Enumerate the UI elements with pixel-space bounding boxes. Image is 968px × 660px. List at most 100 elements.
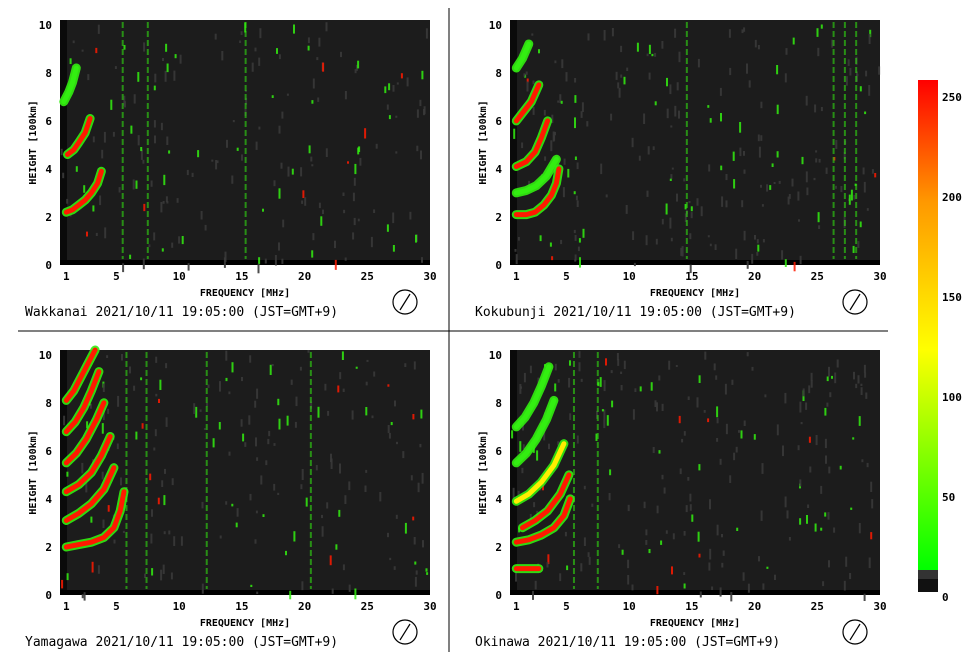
noise-mark (610, 370, 613, 374)
noise-mark (240, 419, 243, 427)
noise-mark (725, 423, 728, 435)
noise-mark (782, 445, 784, 457)
noise-mark (574, 235, 577, 241)
x-tick-label: 30 (423, 270, 436, 283)
noise-mark (344, 495, 347, 504)
noise-mark (102, 383, 105, 392)
echo-trace (513, 364, 552, 430)
noise-mark (300, 167, 303, 177)
plot-bottom-band (510, 590, 880, 595)
noise-mark (181, 236, 184, 245)
noise-mark (278, 125, 281, 134)
y-tick-label: 0 (495, 589, 502, 602)
noise-mark (137, 72, 140, 82)
noise-mark (150, 533, 153, 544)
noise-mark (627, 559, 630, 569)
noise-mark (678, 415, 681, 424)
noise-mark (554, 363, 557, 371)
noise-mark (791, 178, 794, 187)
noise-mark (625, 205, 628, 214)
noise-mark (299, 366, 302, 371)
noise-mark (300, 484, 303, 490)
noise-mark (689, 493, 692, 502)
y-tick-label: 4 (495, 163, 502, 176)
noise-mark (760, 510, 763, 521)
noise-mark (721, 196, 724, 207)
noise-mark (171, 242, 174, 248)
echo-trace (63, 434, 113, 495)
noise-mark (739, 122, 742, 133)
noise-mark (583, 537, 586, 546)
noise-mark (788, 537, 791, 541)
y-tick-label: 2 (45, 211, 52, 224)
noise-mark (224, 251, 227, 262)
noise-mark (386, 224, 389, 232)
noise-mark (153, 120, 156, 128)
noise-mark (301, 200, 304, 204)
noise-mark (815, 158, 818, 163)
noise-mark (330, 453, 332, 463)
noise-mark (533, 502, 536, 508)
noise-mark (599, 377, 602, 387)
noise-mark (305, 497, 308, 507)
noise-mark (747, 583, 750, 593)
noise-mark (778, 180, 781, 184)
noise-mark (611, 400, 614, 408)
noise-mark (853, 194, 856, 200)
noise-mark (559, 94, 562, 103)
noise-mark (645, 235, 648, 246)
noise-mark (809, 466, 812, 473)
noise-mark (554, 60, 557, 64)
noise-mark (375, 143, 378, 149)
noise-mark (426, 572, 429, 575)
noise-mark (680, 247, 683, 256)
echo-trace (513, 397, 557, 466)
noise-mark (865, 392, 868, 399)
noise-mark (122, 530, 125, 533)
noise-mark (820, 527, 823, 531)
noise-mark (171, 478, 174, 486)
noise-mark (164, 70, 167, 82)
noise-mark (162, 564, 165, 574)
noise-mark (63, 415, 66, 426)
x-axis-label: FREQUENCY [MHz] (650, 288, 740, 299)
noise-mark (799, 479, 802, 487)
noise-mark (219, 381, 221, 392)
noise-mark (670, 125, 673, 128)
noise-mark (271, 364, 274, 367)
noise-mark (259, 28, 262, 39)
noise-mark (554, 383, 557, 392)
noise-mark (870, 481, 873, 492)
noise-mark (816, 28, 819, 37)
noise-speckle (60, 22, 428, 274)
noise-mark (716, 524, 719, 536)
noise-mark (714, 244, 717, 250)
noise-mark (531, 33, 534, 36)
noise-mark (277, 398, 280, 406)
noise-mark (95, 47, 98, 54)
noise-mark (155, 356, 158, 363)
noise-mark (603, 409, 606, 420)
noise-mark (576, 200, 579, 207)
noise-mark (617, 82, 620, 89)
noise-mark (90, 516, 93, 523)
noise-mark (364, 128, 367, 139)
noise-mark (267, 438, 270, 445)
noise-mark (868, 85, 871, 96)
noise-mark (373, 371, 376, 377)
noise-mark (684, 213, 687, 222)
noise-mark (708, 164, 711, 172)
noise-mark (569, 413, 572, 420)
noise-mark (869, 29, 872, 38)
x-tick-label: 5 (563, 270, 570, 283)
noise-mark (620, 385, 623, 391)
noise-mark (308, 145, 311, 154)
x-tick-label: 15 (685, 270, 698, 283)
noise-mark (574, 254, 577, 261)
noise-mark (366, 359, 369, 362)
noise-mark (164, 468, 166, 474)
noise-mark (414, 576, 417, 587)
noise-mark (574, 95, 577, 103)
noise-mark (732, 151, 735, 161)
